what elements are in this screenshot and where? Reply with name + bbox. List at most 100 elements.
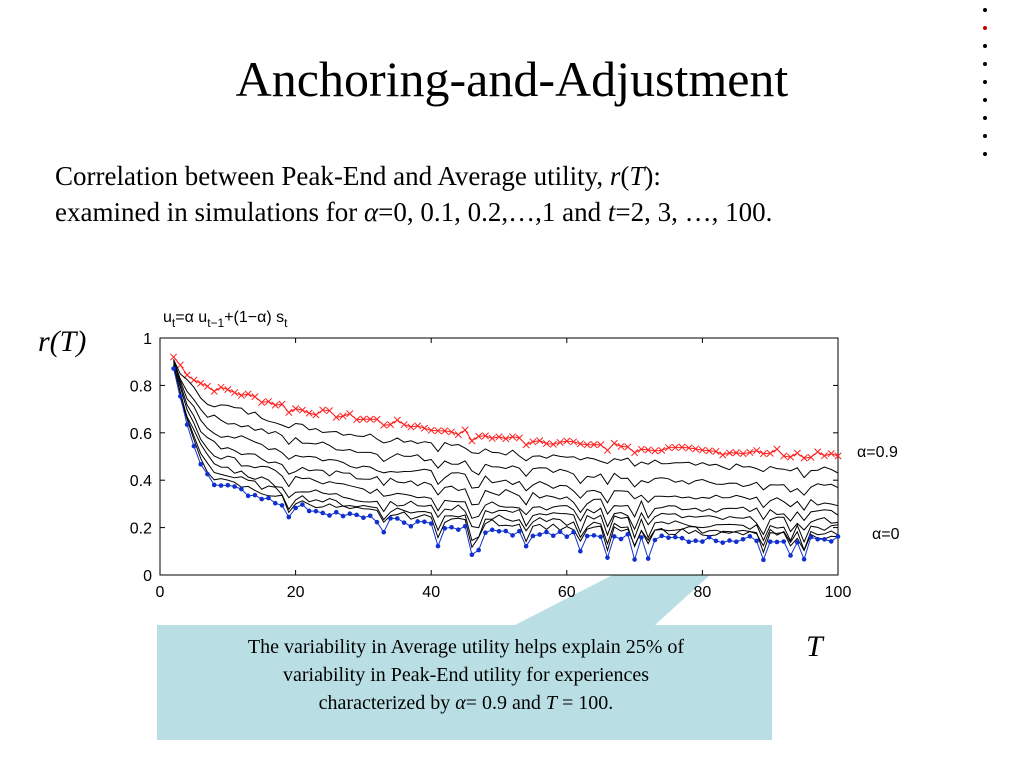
dot-marker [198,461,203,467]
dot-marker [706,534,712,540]
dot-marker [293,505,298,511]
series-line-alpha-0.6 [173,359,839,511]
dot-marker [686,539,692,545]
dot-marker [747,534,753,539]
x-marker [549,440,557,448]
x-marker [719,451,727,459]
dot-marker [503,528,509,534]
nav-dot [983,134,987,138]
dot-marker [666,535,671,540]
annotation-alpha-0: α=0 [872,526,900,543]
dot-marker [333,509,339,515]
subtitle-T: T [629,161,645,191]
x-marker [231,389,239,397]
dot-marker [550,533,556,539]
x-marker [203,382,212,390]
x-marker [522,441,530,449]
x-marker [712,447,720,455]
dot-marker [557,529,563,535]
subtitle-r: r [609,161,621,191]
callout-text: The variability in Average utility helps… [160,633,772,717]
callout-line-2: variability in Peak-End utility for expe… [283,664,649,686]
callout-line-3: characterized by α= 0.9 and T = 100. [160,689,772,717]
dot-marker [361,515,366,521]
dot-marker [611,534,617,539]
x-marker [610,439,618,447]
x-marker [698,446,706,454]
dot-marker [320,510,326,516]
y-tick-label: 0.8 [130,378,152,395]
x-tick-label: 20 [287,584,305,601]
subtitle-text: =2, 3, …, 100. [615,197,773,227]
dot-marker [639,535,644,540]
dot-marker [449,524,454,530]
nav-dot [983,8,987,12]
dot-marker [300,502,305,507]
x-marker [420,424,428,432]
subtitle-line-1: Correlation between Peak-End and Average… [55,158,772,194]
x-marker [502,435,510,443]
dot-marker [218,483,224,488]
x-marker [176,361,184,369]
y-tick-label: 0 [143,568,152,585]
subtitle-text: examined in simulations for [55,197,364,227]
x-marker [461,426,469,434]
dot-marker [422,519,427,525]
dot-marker [381,529,387,535]
x-marker [312,411,320,419]
x-marker [325,407,334,415]
dot-marker [428,521,434,526]
x-marker [603,446,612,454]
x-marker [237,391,245,399]
dot-marker [584,533,590,539]
x-marker [224,385,232,394]
series-line-alpha-0.7 [173,360,839,496]
callout-text-part: = 0.9 and [465,692,546,714]
callout-T: T [545,692,558,714]
dot-marker [605,555,610,560]
subtitle-t: t [607,197,616,227]
x-tick-label: 0 [156,584,165,601]
dot-marker [239,486,244,492]
x-tick-label: 80 [694,584,712,601]
x-marker [509,433,517,441]
subtitle-text: ): [644,161,661,191]
x-marker [780,452,788,460]
dot-marker [835,534,841,539]
dot-marker [537,532,542,537]
dot-marker [205,471,210,477]
dot-marker [774,539,780,545]
dot-marker [632,557,637,562]
x-marker [170,353,178,361]
x-marker [454,431,462,439]
series-line-alpha-0.3 [173,364,839,544]
x-marker [515,434,523,442]
nav-dot [983,44,987,48]
x-marker [251,393,259,401]
nav-dot [983,152,987,156]
dot-marker [496,528,502,534]
callout-alpha: α [455,692,466,714]
x-marker [834,452,842,460]
dot-marker [286,514,292,520]
x-marker [624,443,632,451]
dot-marker [259,496,265,502]
x-marker [393,416,401,424]
y-tick-label: 0.6 [130,426,152,443]
x-marker [373,415,381,423]
dot-marker [564,534,570,540]
dot-marker [523,543,529,549]
x-marker [570,438,578,446]
dot-marker [462,523,468,529]
series-group [170,353,842,563]
series-markers-alpha-0.9 [170,353,842,462]
x-marker [475,432,483,440]
dot-marker [354,512,359,518]
x-marker [197,379,205,387]
x-marker [339,412,347,420]
dot-marker [754,538,759,544]
y-tick-label: 0.4 [130,473,152,490]
dot-marker [700,539,705,544]
subtitle-alpha: α [363,197,379,227]
dot-marker [245,493,251,499]
